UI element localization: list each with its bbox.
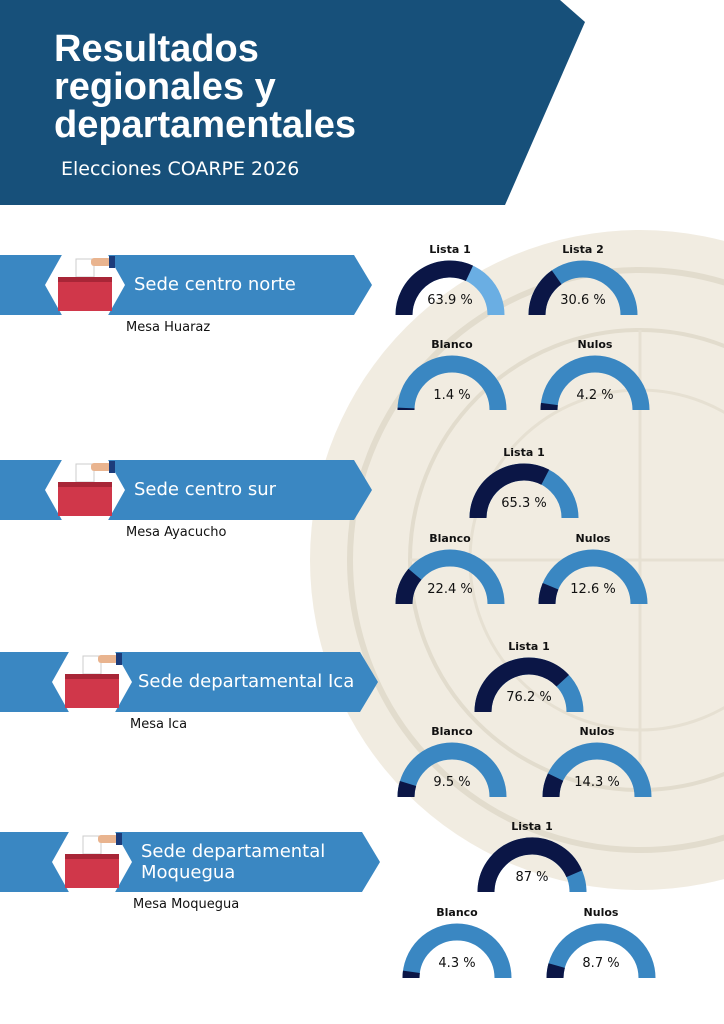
- gauge-value: 9.5 %: [433, 775, 471, 790]
- gauge-fill: [477, 837, 583, 893]
- gauge: [546, 923, 656, 979]
- gauge: [469, 463, 579, 519]
- gauge-label: Blanco: [431, 337, 473, 351]
- hand: [98, 655, 118, 663]
- gauge-value: 65.3 %: [501, 496, 547, 511]
- gauge: [538, 549, 648, 605]
- gauge: [474, 657, 584, 713]
- ballot-box-top: [58, 277, 112, 282]
- ballot-box-top: [65, 854, 119, 859]
- gauge-fill: [474, 657, 569, 713]
- gauge-label: Nulos: [583, 905, 619, 919]
- gauge-value: 30.6 %: [560, 293, 606, 308]
- section-name: Sede centro norte: [134, 274, 296, 295]
- gauge-label: Nulos: [575, 531, 611, 545]
- mesa-name: Mesa Ica: [130, 717, 188, 732]
- subtitle: Elecciones COARPE 2026: [61, 158, 300, 180]
- gauge-fill: [546, 963, 565, 979]
- gauge-track: [402, 923, 512, 979]
- ballot-box: [58, 482, 112, 516]
- gauge-value: 12.6 %: [570, 582, 616, 597]
- gauge-label: Lista 1: [508, 639, 550, 653]
- gauge-value: 22.4 %: [427, 582, 473, 597]
- section-name: Sede departamental Ica: [138, 671, 355, 692]
- gauge-value: 63.9 %: [427, 293, 473, 308]
- ballot-box: [58, 277, 112, 311]
- gauge-fill: [538, 582, 559, 605]
- mesa-name: Mesa Huaraz: [126, 320, 211, 335]
- gauge-value: 8.7 %: [582, 956, 620, 971]
- gauge-fill: [395, 568, 422, 605]
- gauge: [397, 742, 507, 798]
- gauge-track: [397, 355, 507, 411]
- gauge-value: 4.2 %: [576, 388, 614, 403]
- gauge-label: Nulos: [577, 337, 613, 351]
- gauge-label: Blanco: [429, 531, 471, 545]
- gauge-label: Nulos: [579, 724, 615, 738]
- ballot-box-top: [58, 482, 112, 487]
- gauge: [477, 837, 587, 893]
- gauge-fill: [542, 773, 564, 798]
- section-banner: [0, 253, 372, 317]
- section-banner: [0, 458, 372, 522]
- gauge: [395, 549, 505, 605]
- gauge-fill: [528, 270, 562, 316]
- gauge-label: Blanco: [436, 905, 478, 919]
- gauge: [397, 355, 507, 411]
- gauge-label: Lista 1: [511, 819, 553, 833]
- sleeve: [109, 461, 115, 473]
- mesa-name: Mesa Ayacucho: [126, 525, 227, 540]
- gauge-value: 76.2 %: [506, 690, 552, 705]
- gauge-track: [397, 742, 507, 798]
- seal: [310, 230, 724, 890]
- section-banner: [0, 830, 380, 894]
- gauge-value: 14.3 %: [574, 775, 620, 790]
- ballot-box: [65, 674, 119, 708]
- gauge: [528, 260, 638, 316]
- gauge-track: [540, 355, 650, 411]
- gauge-value: 1.4 %: [433, 388, 471, 403]
- gauge-value: 4.3 %: [438, 956, 476, 971]
- hand: [98, 835, 118, 843]
- hand: [91, 463, 111, 471]
- section-name: Sede centro sur: [134, 479, 277, 500]
- gauge-track: [546, 923, 656, 979]
- gauge: [395, 260, 505, 316]
- gauge-value: 87 %: [515, 870, 549, 885]
- title: Resultados regionales y departamentales: [54, 28, 357, 146]
- gauge-label: Lista 1: [503, 445, 545, 459]
- mesa-name: Mesa Moquegua: [133, 897, 240, 912]
- ballot-box: [65, 854, 119, 888]
- hand: [91, 258, 111, 266]
- gauge-label: Lista 2: [562, 242, 604, 256]
- gauge-track: [538, 549, 648, 605]
- header-band: [0, 0, 585, 205]
- gauge-fill: [469, 463, 550, 519]
- gauge-label: Blanco: [431, 724, 473, 738]
- gauge: [542, 742, 652, 798]
- sleeve: [116, 653, 122, 665]
- section-banner: [0, 650, 378, 714]
- gauge-label: Lista 1: [429, 242, 471, 256]
- sleeve: [116, 833, 122, 845]
- section-name: Sede departamental Moquegua: [141, 841, 326, 883]
- gauge-fill: [395, 260, 474, 316]
- ballot-box-top: [65, 674, 119, 679]
- gauge: [540, 355, 650, 411]
- gauge: [402, 923, 512, 979]
- gauge-fill: [397, 780, 417, 798]
- sleeve: [109, 256, 115, 268]
